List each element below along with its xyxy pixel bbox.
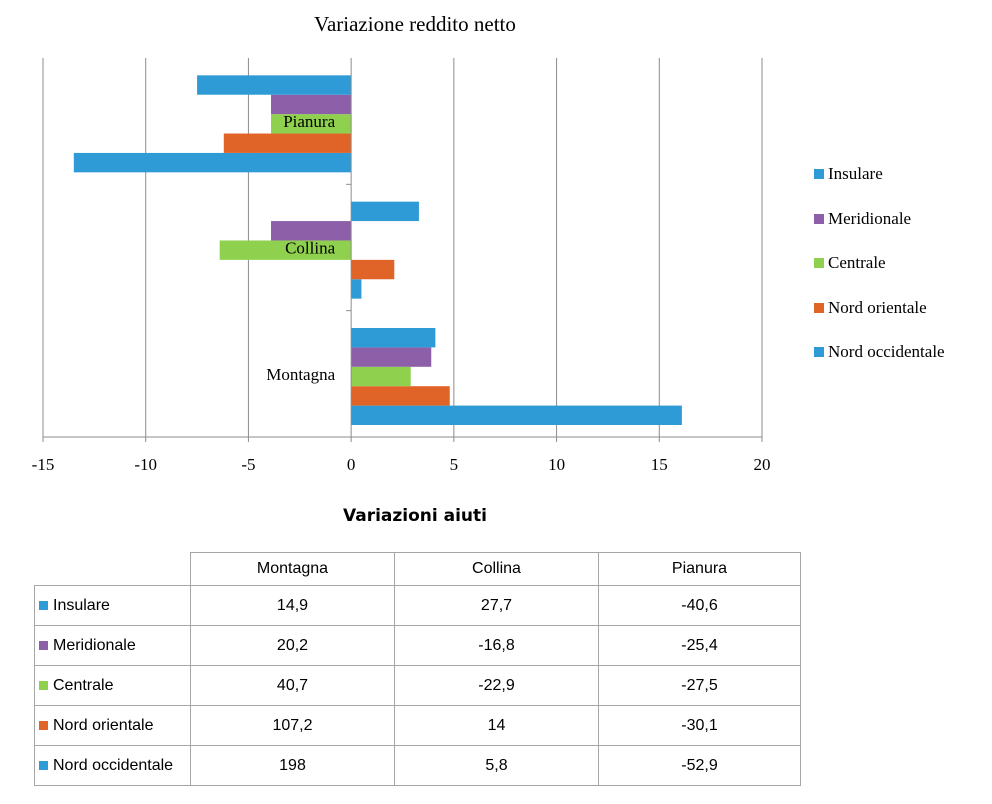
row-swatch (39, 680, 48, 690)
legend-label: Insulare (828, 164, 883, 184)
x-tick-label: 0 (347, 455, 356, 474)
row-label-text: Nord orientale (53, 716, 154, 734)
bar-pianura-insulare (197, 75, 352, 95)
row-swatch (39, 640, 48, 650)
legend-item: Nord occidentale (814, 330, 945, 375)
bar-collina-nord-occidentale (351, 279, 362, 299)
table-cell: 198 (190, 745, 395, 786)
table-cell: -52,9 (598, 745, 801, 786)
bars (73, 75, 682, 425)
row-label: Centrale (34, 665, 191, 706)
column-header: Collina (394, 552, 599, 586)
legend: Insulare Meridionale Centrale Nord oriental… (814, 152, 945, 375)
bar-montagna-insulare (351, 328, 436, 348)
row-label: Meridionale (34, 625, 191, 666)
row-swatch (39, 720, 48, 730)
table-cell: -30,1 (598, 705, 801, 746)
legend-swatch (814, 169, 824, 180)
bar-montagna-nord-orientale (351, 386, 450, 406)
category-label: Collina (285, 239, 336, 258)
row-label-text: Centrale (53, 676, 114, 694)
table-corner (34, 552, 191, 586)
row-swatch (39, 760, 48, 770)
legend-swatch (814, 258, 824, 269)
table-row: Insulare 14,9 27,7 -40,6 (34, 585, 801, 626)
bar-pianura-nord-occidentale (73, 152, 352, 173)
table-cell: 40,7 (190, 665, 395, 706)
x-tick-label: 20 (754, 455, 771, 474)
x-tick-label: -15 (32, 455, 55, 474)
legend-item: Nord orientale (814, 286, 945, 331)
bar-montagna-meridionale (351, 347, 432, 367)
table-cell: 14 (394, 705, 599, 746)
legend-label: Centrale (828, 253, 886, 273)
table-cell: -25,4 (598, 625, 801, 666)
table-cell: -16,8 (394, 625, 599, 666)
row-label-text: Nord occidentale (53, 756, 174, 774)
table-row: Meridionale 20,2 -16,8 -25,4 (34, 625, 801, 666)
table-cell: 14,9 (190, 585, 395, 626)
row-swatch (39, 600, 48, 610)
legend-label: Nord occidentale (828, 342, 945, 362)
table-cell: 27,7 (394, 585, 599, 626)
table-cell: -27,5 (598, 665, 801, 706)
column-header: Montagna (190, 552, 395, 586)
bar-collina-meridionale (271, 221, 352, 241)
legend-swatch (814, 347, 824, 358)
legend-swatch (814, 213, 824, 224)
bar-chart: -15 -10 -5 0 5 10 15 20 Montagna Collina Pianura (32, 58, 771, 474)
table-title: Variazioni aiuti (343, 506, 487, 526)
bar-collina-nord-orientale (351, 259, 395, 280)
labels: -15 -10 -5 0 5 10 15 20 Montagna Collina Pianura (32, 112, 771, 474)
bar-collina-centrale (219, 240, 352, 260)
bar-pianura-nord-orientale (223, 133, 352, 153)
bar-pianura-meridionale (271, 94, 352, 115)
bar-montagna-centrale (351, 366, 411, 387)
column-header: Pianura (598, 552, 801, 586)
aid-table: Montagna Collina Pianura Insulare 14,9 27,… (34, 552, 801, 786)
legend-item: Insulare (814, 152, 945, 197)
table-cell: 5,8 (394, 745, 599, 786)
table-row: Nord orientale 107,2 14 -30,1 (34, 705, 801, 746)
row-label-text: Meridionale (53, 636, 136, 654)
chart-title: Variazione reddito netto (314, 12, 516, 36)
x-tick-label: 15 (651, 455, 668, 474)
table-row: Centrale 40,7 -22,9 -27,5 (34, 665, 801, 706)
bar-collina-insulare (351, 201, 419, 222)
x-tick-label: 5 (450, 455, 459, 474)
axes (42, 58, 763, 442)
table-row: Nord occidentale 198 5,8 -52,9 (34, 745, 801, 786)
table-cell: 107,2 (190, 705, 395, 746)
x-tick-label: -10 (134, 455, 157, 474)
legend-swatch (814, 302, 824, 313)
bar-pianura-centrale (271, 114, 352, 134)
row-label: Nord occidentale (34, 745, 191, 786)
legend-label: Nord orientale (828, 297, 927, 317)
table-cell: -40,6 (598, 585, 801, 626)
bar-montagna-nord-occidentale (351, 405, 682, 425)
row-label-text: Insulare (53, 596, 110, 614)
category-label: Montagna (266, 365, 335, 384)
row-label: Nord orientale (34, 705, 191, 746)
row-label: Insulare (34, 585, 191, 626)
legend-label: Meridionale (828, 208, 912, 228)
table-header-row: Montagna Collina Pianura (34, 552, 801, 586)
table-cell: 20,2 (190, 625, 395, 666)
x-tick-label: 10 (548, 455, 565, 474)
x-tick-label: -5 (241, 455, 255, 474)
legend-item: Meridionale (814, 197, 945, 242)
category-label: Pianura (283, 112, 335, 131)
legend-item: Centrale (814, 241, 945, 286)
table-cell: -22,9 (394, 665, 599, 706)
